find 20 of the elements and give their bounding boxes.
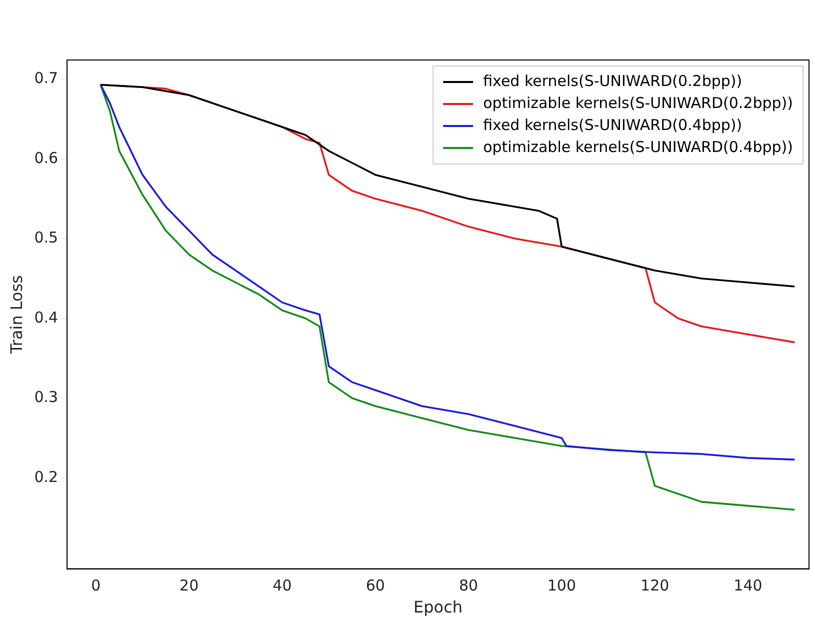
x-axis-title: Epoch	[414, 598, 463, 617]
legend-label: optimizable kernels(S-UNIWARD(0.4bpp))	[483, 138, 794, 156]
x-tick-label: 20	[180, 576, 199, 595]
legend-label: fixed kernels(S-UNIWARD(0.2bpp))	[483, 72, 742, 90]
y-tick-label: 0.4	[34, 308, 58, 326]
legend-label: fixed kernels(S-UNIWARD(0.4bpp))	[483, 116, 742, 134]
x-tick-label: 0	[91, 576, 101, 595]
y-tick-label: 0.2	[34, 468, 58, 486]
x-tick-label: 40	[272, 576, 292, 595]
legend-label: optimizable kernels(S-UNIWARD(0.2bpp))	[483, 94, 794, 112]
y-axis-title: Train Loss	[6, 275, 26, 355]
x-tick-label: 120	[640, 576, 670, 595]
x-tick-label: 140	[734, 576, 762, 595]
x-tick-label: 100	[547, 576, 576, 595]
y-tick-label: 0.7	[34, 69, 58, 88]
x-tick-label: 80	[458, 576, 478, 595]
y-tick-label: 0.6	[34, 148, 58, 167]
x-tick-label: 60	[366, 576, 385, 595]
y-tick-label: 0.5	[34, 228, 58, 247]
y-tick-label: 0.3	[34, 388, 58, 406]
